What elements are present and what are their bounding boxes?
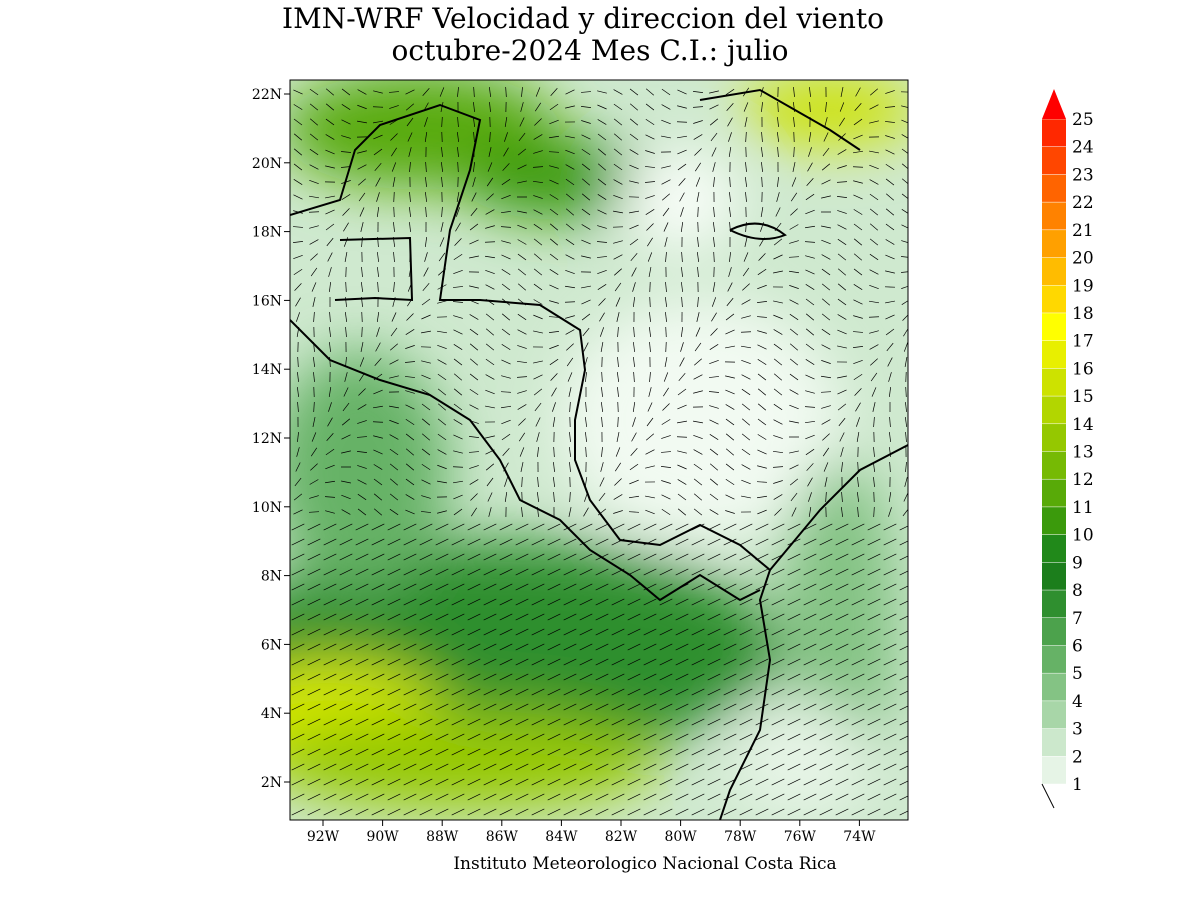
lon-label: 90W (366, 829, 399, 845)
colorbar-label: 22 (1072, 193, 1094, 213)
colorbar-box (1042, 645, 1066, 673)
colorbar-label: 11 (1072, 498, 1094, 518)
colorbar-label: 3 (1072, 720, 1083, 740)
colorbar-label: 14 (1072, 415, 1094, 435)
colorbar-box (1042, 479, 1066, 507)
lon-label: 86W (486, 829, 519, 845)
colorbar-box (1042, 258, 1066, 286)
colorbar-label: 10 (1072, 526, 1094, 546)
title-line: IMN-WRF Velocidad y direccion del viento (282, 2, 884, 35)
colorbar-box (1042, 424, 1066, 452)
colorbar-box (1042, 313, 1066, 341)
map-field (210, 70, 920, 820)
colorbar-label: 13 (1072, 443, 1094, 463)
lat-label: 4N (261, 706, 282, 722)
colorbar-box (1042, 174, 1066, 202)
lat-label: 2N (261, 775, 282, 791)
lon-label: 76W (784, 829, 817, 845)
lon-label: 80W (664, 829, 697, 845)
colorbar-lower-extension (1042, 784, 1054, 808)
colorbar-label: 4 (1072, 692, 1083, 712)
colorbar-box (1042, 341, 1066, 369)
footer: Instituto Meteorologico Nacional Costa R… (453, 854, 836, 874)
lon-label: 74W (843, 829, 876, 845)
colorbar-label: 25 (1072, 110, 1094, 130)
colorbar-box (1042, 147, 1066, 175)
colorbar-label: 17 (1072, 332, 1094, 352)
colorbar-box (1042, 729, 1066, 757)
lat-label: 14N (252, 362, 282, 378)
lat-label: 12N (252, 431, 282, 447)
title-line: octubre-2024 Mes C.I.: julio (392, 34, 789, 67)
colorbar-label: 5 (1072, 664, 1083, 684)
colorbar-box (1042, 535, 1066, 563)
colorbar-box (1042, 368, 1066, 396)
colorbar-label: 20 (1072, 249, 1094, 269)
colorbar-label: 6 (1072, 636, 1083, 656)
colorbar-box (1042, 618, 1066, 646)
colorbar-label: 2 (1072, 747, 1083, 767)
colorbar-label: 7 (1072, 609, 1083, 629)
colorbar-label: 23 (1072, 165, 1094, 185)
lon-label: 92W (307, 829, 340, 845)
colorbar-label: 15 (1072, 387, 1094, 407)
colorbar-box (1042, 701, 1066, 729)
lat-label: 18N (252, 225, 282, 241)
lat-label: 6N (261, 637, 282, 653)
colorbar-label: 24 (1072, 138, 1094, 158)
colorbar-box (1042, 756, 1066, 784)
colorbar-label: 21 (1072, 221, 1094, 241)
colorbar-box (1042, 673, 1066, 701)
lat-label: 10N (252, 500, 282, 516)
lon-label: 88W (426, 829, 459, 845)
colorbar-label: 19 (1072, 276, 1094, 296)
colorbar-box (1042, 396, 1066, 424)
lat-label: 20N (252, 156, 282, 172)
colorbar-box (1042, 230, 1066, 258)
lon-label: 84W (545, 829, 578, 845)
colorbar-box (1042, 285, 1066, 313)
colorbar-label: 18 (1072, 304, 1094, 324)
colorbar-box (1042, 119, 1066, 147)
colorbar-box (1042, 202, 1066, 230)
colorbar-label: 8 (1072, 581, 1083, 601)
colorbar-box (1042, 507, 1066, 535)
lon-label: 82W (605, 829, 638, 845)
lat-label: 8N (261, 569, 282, 585)
lon-label: 78W (724, 829, 757, 845)
colorbar-label: 1 (1072, 775, 1083, 795)
colorbar-label: 12 (1072, 470, 1094, 490)
colorbar-box (1042, 562, 1066, 590)
colorbar-label: 16 (1072, 359, 1094, 379)
lat-label: 22N (252, 87, 282, 103)
colorbar-extension (1042, 89, 1066, 119)
lat-label: 16N (252, 293, 282, 309)
colorbar-box (1042, 590, 1066, 618)
colorbar-label: 9 (1072, 553, 1083, 573)
colorbar-box (1042, 452, 1066, 480)
